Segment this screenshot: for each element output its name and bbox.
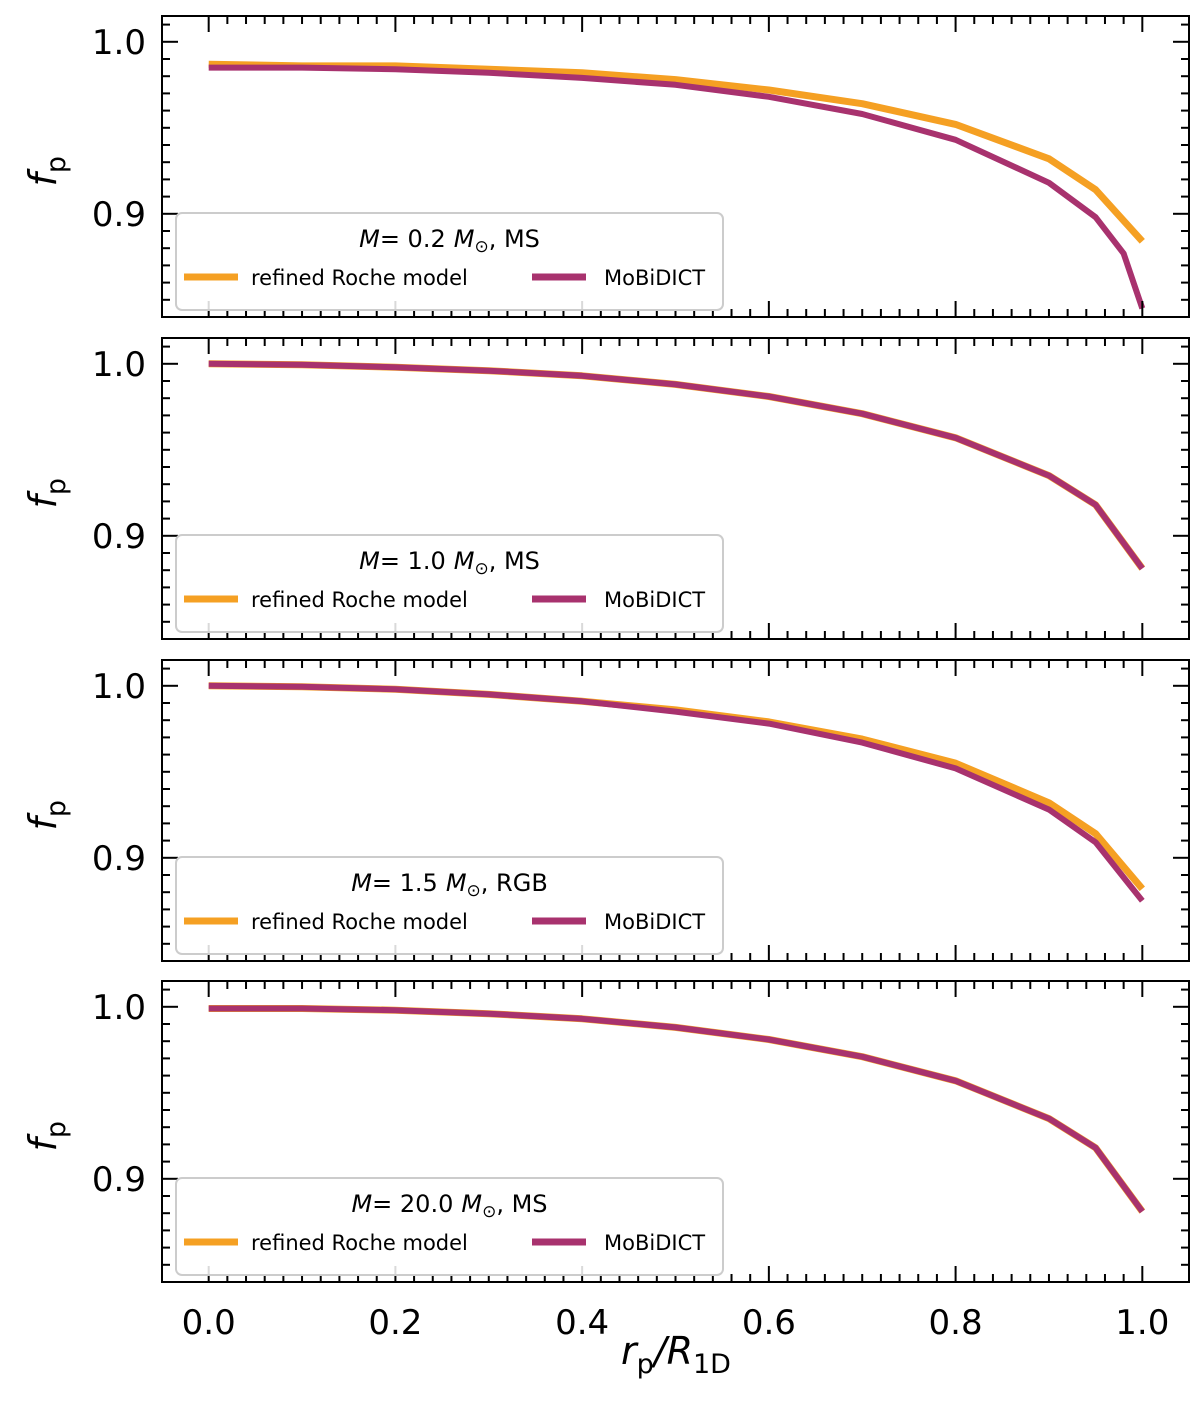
x-tick-label: 0.6 [742, 1303, 796, 1343]
legend-box [175, 1177, 724, 1276]
y-tick-label: 1.0 [92, 988, 146, 1028]
legend: M= 1.5 M⊙, RGB refined Roche model MoBiDICT [175, 856, 724, 955]
chart-panel-4: 0.9 1.0 fp 0.0 0.2 0.4 0.6 0.8 1.0 rp/R1D M= 20.0 M… [21, 980, 1190, 1380]
x-tick-label: 0.4 [555, 1303, 609, 1343]
y-axis-label: fp [21, 1121, 72, 1152]
legend-label-refined-roche: refined Roche model [251, 910, 468, 934]
legend: M= 20.0 M⊙, MS refined Roche model MoBiDICT [175, 1177, 724, 1276]
legend-title: M= 1.0 M⊙, MS [359, 547, 540, 579]
series-line-mobidict [208, 1005, 1145, 1214]
series-line-mobidict [208, 64, 1146, 310]
legend-box [175, 212, 724, 311]
y-tick-label: 1.0 [92, 667, 146, 707]
y-tick-label: 0.9 [92, 839, 146, 879]
x-axis-label: rp/R1D [621, 1329, 731, 1380]
legend: M= 0.2 M⊙, MS refined Roche model MoBiDICT [175, 212, 724, 311]
legend-label-mobidict: MoBiDICT [604, 910, 705, 934]
legend-title: M= 1.5 M⊙, RGB [351, 869, 548, 901]
legend-box [175, 534, 724, 633]
legend: M= 1.0 M⊙, MS refined Roche model MoBiDICT [175, 534, 724, 633]
legend-label-refined-roche: refined Roche model [251, 1231, 468, 1255]
chart-panel-3: 0.9 1.0 fp M= 1.5 M⊙, RGB refined Roche model… [21, 659, 1190, 962]
y-tick-label: 1.0 [92, 345, 146, 385]
y-tick-label: 0.9 [92, 517, 146, 557]
y-axis-label: fp [21, 478, 72, 509]
series-line-mobidict [208, 360, 1145, 571]
series-line-refined-roche [208, 60, 1145, 244]
legend-label-mobidict: MoBiDICT [604, 266, 705, 290]
legend-box [175, 856, 724, 955]
y-tick-label: 1.0 [92, 23, 146, 63]
y-axis-label: fp [21, 800, 72, 831]
y-tick-label: 0.9 [92, 1160, 146, 1200]
x-tick-label: 0.0 [182, 1303, 236, 1343]
legend-title: M= 20.0 M⊙, MS [351, 1190, 547, 1222]
legend-label-refined-roche: refined Roche model [251, 588, 468, 612]
legend-label-refined-roche: refined Roche model [251, 266, 468, 290]
x-tick-label: 1.0 [1115, 1303, 1169, 1343]
x-tick-label: 0.8 [929, 1303, 983, 1343]
legend-label-mobidict: MoBiDICT [604, 1231, 705, 1255]
legend-label-mobidict: MoBiDICT [604, 588, 705, 612]
legend-title: M= 0.2 M⊙, MS [359, 225, 540, 257]
y-axis-label: fp [21, 156, 72, 187]
y-tick-label: 0.9 [92, 195, 146, 235]
series-line-mobidict [208, 682, 1145, 903]
x-tick-label: 0.2 [368, 1303, 422, 1343]
